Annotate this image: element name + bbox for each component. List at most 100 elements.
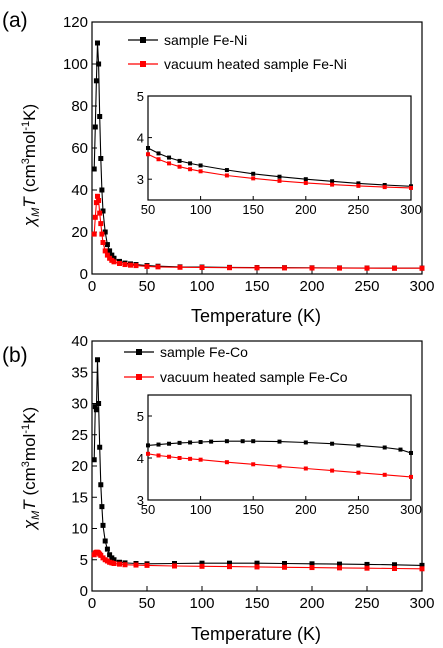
inset-data-point-2-a	[409, 185, 413, 190]
inset-data-point-1-b	[398, 447, 403, 452]
inset-data-point-1-a	[156, 151, 161, 156]
inset-data-point-1-b	[198, 440, 203, 445]
inset-x-tick-label-b: 100	[190, 502, 212, 517]
data-point-2-a	[102, 248, 108, 254]
inset-data-point-1-b	[240, 439, 245, 444]
data-point-2-a	[254, 265, 260, 271]
inset-x-tick-label-b: 250	[348, 502, 370, 517]
inset-data-point-1-b	[177, 440, 182, 445]
inset-data-point-1-a	[146, 146, 150, 150]
y-tick-label-a: 0	[80, 266, 88, 283]
x-tick-label-a: 250	[354, 278, 379, 295]
data-point-2-a	[199, 264, 205, 270]
main-plot-a: 0 50 100 150 200 250 300 0 20 40 60 80 100 120	[63, 14, 435, 295]
data-point-2-a	[337, 265, 342, 271]
data-point-2-a	[128, 262, 133, 268]
data-point-1-b	[392, 562, 397, 568]
legend-marker-series2-b	[136, 374, 142, 380]
inset-data-point-2-a	[198, 169, 203, 174]
data-point-2-b	[199, 563, 205, 569]
data-point-1-b	[97, 444, 103, 450]
data-point-2-a	[99, 231, 105, 237]
inset-y-tick-label-b: 3	[137, 493, 144, 508]
data-point-1-a	[102, 229, 108, 235]
data-point-2-a	[227, 265, 232, 271]
data-point-1-b	[102, 538, 108, 544]
inset-x-tick-label-b: 150	[242, 502, 264, 517]
inset-x-tick-label-a: 200	[295, 202, 317, 217]
inset-y-tick-label-b: 4	[137, 451, 144, 466]
inset-data-point-2-b	[356, 470, 361, 475]
inset-x-tick-label-b: 200	[295, 502, 317, 517]
data-point-2-a	[92, 214, 98, 220]
data-point-1-a	[93, 78, 99, 84]
data-point-2-a	[96, 198, 102, 203]
data-point-1-a	[109, 252, 115, 258]
inset-y-tick-label-a: 4	[137, 131, 144, 146]
data-point-2-a	[144, 263, 150, 269]
data-point-1-b	[99, 504, 105, 510]
legend-a: sample Fe-Ni vacuum heated sample Fe-Ni	[128, 32, 347, 72]
y-tick-label-a: 100	[63, 56, 88, 73]
inset-data-point-2-a	[382, 185, 387, 190]
inset-data-point-1-b	[156, 442, 161, 447]
data-point-2-b	[419, 566, 425, 572]
x-tick-label-a: 300	[409, 278, 434, 295]
legend-entry-series1-a: sample Fe-Ni	[164, 32, 247, 48]
legend-marker-series2-a	[140, 61, 146, 67]
legend-marker-series1-a	[140, 37, 146, 43]
inset-data-point-1-a	[356, 181, 361, 186]
y-tick-label-b: 35	[71, 364, 88, 381]
inset-data-point-2-b	[409, 474, 413, 479]
y-tick-label-b: 10	[71, 521, 88, 538]
inset-y-tick-label-b: 5	[137, 409, 144, 424]
y-tick-label-a: 40	[71, 182, 88, 199]
y-tick-label-a: 80	[71, 98, 88, 115]
data-point-1-a	[99, 187, 105, 193]
inset-data-point-2-a	[167, 161, 172, 166]
x-tick-label-a: 50	[139, 278, 156, 295]
inset-data-point-2-a	[188, 167, 193, 172]
data-point-2-b	[282, 564, 287, 570]
inset-data-point-2-b	[188, 456, 193, 461]
data-point-2-a	[98, 221, 104, 227]
inset-data-point-2-a	[146, 152, 150, 157]
y-tick-label-b: 5	[80, 552, 88, 569]
series-line-1-a	[93, 42, 422, 269]
x-tick-label-b: 250	[354, 595, 379, 612]
inset-data-point-1-a	[188, 161, 193, 166]
legend-marker-series1-b	[136, 349, 142, 355]
data-point-1-b	[100, 522, 106, 528]
data-point-1-b	[254, 560, 260, 566]
data-point-1-b	[104, 546, 110, 552]
data-point-1-b	[98, 482, 104, 488]
data-point-2-b	[392, 566, 397, 571]
y-axis-label-b: χMT (cm3mol-1K)	[20, 407, 42, 531]
data-point-2-b	[117, 561, 122, 567]
data-point-2-b	[144, 562, 150, 568]
data-point-1-b	[419, 562, 425, 568]
inset-data-point-2-b	[167, 454, 172, 459]
inset-data-point-1-a	[224, 168, 229, 173]
data-point-2-a	[133, 263, 139, 269]
data-point-2-a	[122, 262, 128, 268]
y-tick-label-a: 20	[71, 224, 88, 241]
inset-data-point-2-b	[156, 453, 161, 458]
data-point-2-b	[227, 564, 232, 570]
y-tick-label-b: 25	[71, 427, 88, 444]
inset-data-point-1-a	[382, 183, 387, 188]
inset-data-point-2-a	[177, 164, 182, 169]
data-point-1-a	[100, 208, 106, 214]
data-point-1-b	[111, 557, 117, 563]
inset-x-tick-label-a: 300	[400, 202, 422, 217]
inset-data-point-1-b	[209, 439, 214, 444]
inset-x-tick-label-a: 150	[242, 202, 264, 217]
data-point-2-b	[172, 563, 177, 569]
y-tick-label-a: 120	[63, 14, 88, 31]
inset-data-point-2-b	[303, 466, 308, 471]
inset-data-point-1-a	[330, 179, 335, 184]
data-point-2-b	[122, 562, 128, 568]
data-point-1-b	[107, 552, 113, 558]
inset-plot-frame-b	[147, 394, 412, 501]
